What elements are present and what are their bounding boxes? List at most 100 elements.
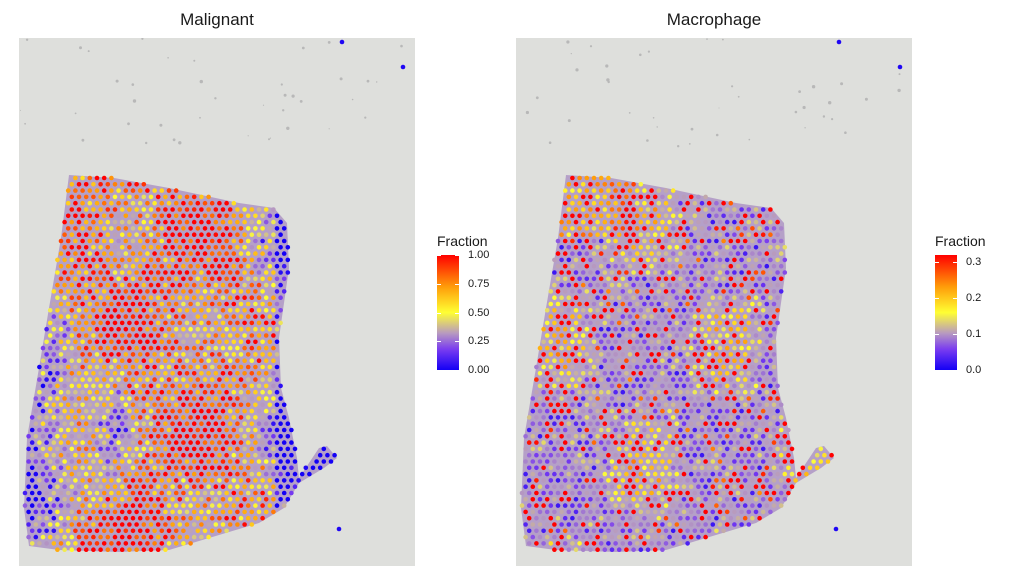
spot-point bbox=[112, 547, 118, 552]
spot-point bbox=[199, 270, 204, 275]
spot-point bbox=[181, 515, 186, 521]
slide-speck bbox=[268, 138, 270, 141]
spot-point bbox=[706, 490, 712, 496]
spot-point bbox=[159, 263, 165, 269]
spot-point bbox=[134, 333, 139, 338]
spot-point bbox=[703, 219, 708, 225]
spot-point bbox=[537, 408, 543, 414]
spot-point bbox=[73, 465, 78, 471]
spot-point bbox=[224, 503, 229, 508]
spot-point bbox=[577, 541, 582, 546]
spot-point bbox=[170, 408, 175, 414]
spot-point bbox=[710, 345, 716, 351]
spot-point bbox=[616, 182, 622, 187]
spot-point bbox=[260, 402, 265, 408]
spot-point bbox=[40, 509, 46, 515]
spot-point bbox=[231, 314, 237, 319]
spot-point bbox=[94, 326, 100, 332]
spot-point bbox=[76, 257, 82, 263]
spot-point bbox=[562, 490, 568, 496]
spot-point bbox=[137, 188, 143, 193]
spot-point bbox=[69, 219, 75, 225]
spot-point bbox=[681, 358, 687, 364]
spot-point bbox=[595, 282, 600, 288]
spot-point bbox=[101, 200, 107, 206]
spot-point bbox=[573, 320, 579, 326]
spot-point bbox=[274, 478, 280, 483]
spot-point bbox=[213, 522, 219, 527]
spot-point bbox=[22, 490, 28, 496]
spot-point bbox=[112, 434, 118, 439]
spot-point bbox=[65, 188, 71, 193]
spot-point bbox=[760, 232, 766, 237]
spot-point bbox=[688, 484, 694, 490]
spot-point bbox=[768, 446, 773, 452]
spot-point bbox=[606, 541, 611, 546]
spot-point bbox=[753, 232, 759, 237]
spot-point bbox=[170, 257, 175, 263]
spot-point bbox=[537, 421, 543, 427]
spot-point bbox=[598, 326, 604, 332]
spot-point bbox=[119, 219, 125, 225]
spot-point bbox=[638, 497, 644, 502]
spot-point bbox=[721, 377, 726, 382]
spot-point bbox=[566, 295, 572, 301]
spot-point bbox=[152, 200, 157, 206]
spot-point bbox=[613, 541, 618, 546]
spot-point bbox=[721, 478, 726, 483]
spot-point bbox=[721, 314, 726, 319]
spot-point bbox=[47, 396, 53, 401]
spot-point bbox=[145, 226, 150, 231]
spot-point bbox=[231, 238, 237, 244]
spot-point bbox=[757, 276, 762, 282]
spot-point bbox=[753, 345, 759, 351]
spot-point bbox=[26, 434, 31, 439]
spot-point bbox=[627, 427, 633, 433]
spot-point bbox=[598, 541, 604, 546]
spot-point bbox=[40, 383, 46, 389]
spot-point bbox=[202, 352, 208, 357]
spot-point bbox=[555, 515, 561, 521]
spot-point bbox=[742, 415, 748, 420]
spot-point bbox=[562, 314, 568, 319]
spot-point bbox=[123, 490, 129, 496]
spot-point bbox=[281, 226, 287, 231]
spot-point bbox=[249, 371, 255, 376]
spot-point bbox=[552, 434, 557, 439]
spot-point bbox=[660, 408, 665, 414]
spot-point bbox=[757, 490, 762, 496]
spot-point bbox=[526, 490, 532, 496]
spot-point bbox=[717, 333, 723, 338]
spot-point bbox=[591, 364, 597, 370]
spot-point bbox=[253, 276, 258, 282]
spot-point bbox=[606, 415, 611, 420]
spot-point bbox=[191, 434, 197, 439]
spot-point bbox=[703, 383, 708, 389]
spot-point bbox=[530, 446, 536, 452]
spot-point bbox=[598, 213, 604, 219]
spot-point bbox=[642, 402, 647, 408]
spot-point bbox=[127, 282, 132, 288]
spot-point bbox=[105, 257, 111, 263]
spot-point bbox=[678, 263, 683, 269]
spot-point bbox=[73, 503, 78, 508]
spot-point bbox=[105, 232, 111, 237]
spot-point bbox=[573, 245, 579, 250]
malignant-plot bbox=[19, 38, 415, 566]
spot-point bbox=[94, 352, 100, 357]
spot-point bbox=[613, 301, 618, 307]
spot-point bbox=[134, 408, 139, 414]
spot-point bbox=[274, 314, 280, 319]
spot-point bbox=[721, 389, 726, 395]
spot-point bbox=[80, 440, 85, 445]
spot-point bbox=[750, 352, 755, 357]
spot-point bbox=[541, 352, 546, 357]
spot-point bbox=[663, 452, 669, 458]
spot-point bbox=[238, 289, 244, 294]
spot-point bbox=[768, 497, 773, 502]
spot-point bbox=[26, 471, 31, 477]
spot-point bbox=[173, 427, 179, 433]
spot-point bbox=[627, 541, 633, 546]
spot-point bbox=[29, 515, 35, 521]
spot-point bbox=[588, 459, 593, 464]
